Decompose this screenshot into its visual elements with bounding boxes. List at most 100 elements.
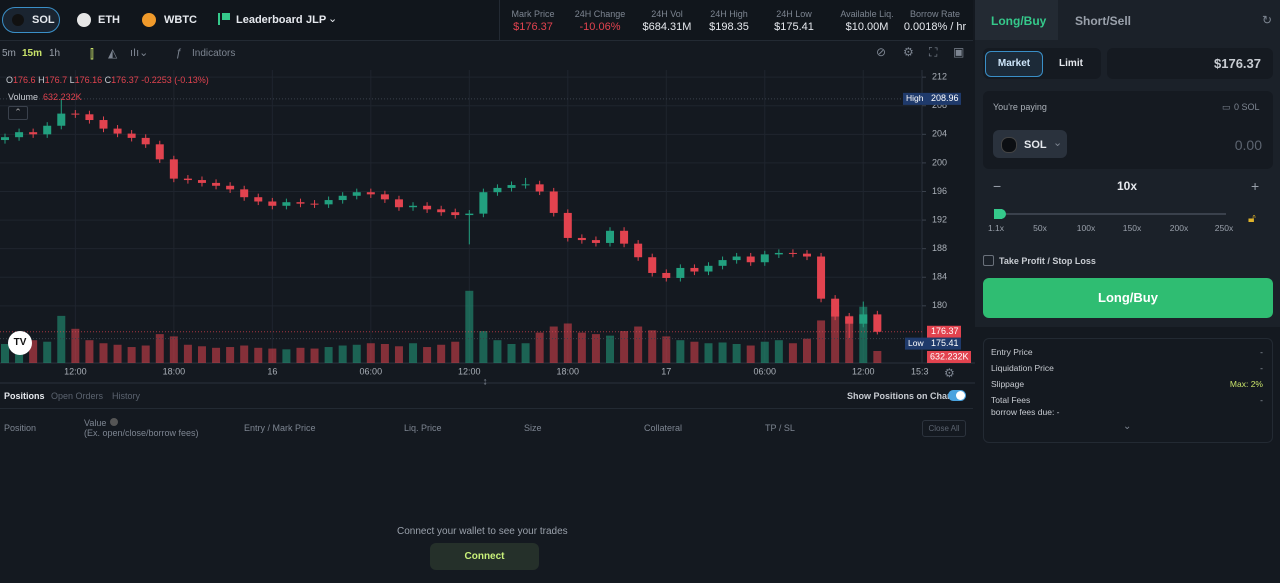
- volume-bar: [423, 347, 432, 363]
- lock-icon[interactable]: 🔓︎: [1248, 211, 1256, 225]
- candle-icon[interactable]: ⫿: [90, 47, 94, 61]
- candle-body: [409, 205, 418, 208]
- chart-tool-icon[interactable]: ⊘: [876, 45, 887, 59]
- balance: 0 SOL: [1234, 102, 1260, 112]
- volume-bar: [507, 344, 516, 363]
- token[interactable]: SOL: [1024, 139, 1047, 151]
- slider-thumb[interactable]: [996, 209, 1006, 219]
- side-tab[interactable]: Short/Sell: [1075, 14, 1132, 28]
- amount-input[interactable]: 0.00: [1234, 137, 1262, 153]
- volume-bar: [634, 326, 643, 363]
- high-value-box: [927, 92, 961, 105]
- candle-body: [296, 202, 305, 204]
- x-tick-label: 18:00: [163, 366, 186, 376]
- close-all-button[interactable]: Close All: [922, 420, 966, 437]
- settings-icon[interactable]: ⚙: [903, 45, 914, 59]
- pool-select[interactable]: JLP: [306, 14, 327, 26]
- volume-bar: [310, 348, 319, 363]
- divider: [0, 408, 973, 409]
- indicators-button[interactable]: Indicators: [192, 48, 236, 59]
- bars-icon[interactable]: ıIı⌄: [130, 47, 149, 59]
- volume-bar: [71, 328, 80, 363]
- connect-button[interactable]: Connect: [430, 543, 539, 570]
- candle-body: [366, 192, 375, 195]
- details-bg: [975, 327, 1280, 583]
- leverage-mark: 1.1x: [987, 223, 1005, 233]
- tp-sl-label: Take Profit / Stop Loss: [999, 256, 1096, 266]
- candle-body: [183, 178, 192, 181]
- volume-bar: [155, 334, 164, 363]
- volume-bar: [606, 335, 615, 363]
- candle-body: [774, 252, 783, 255]
- ohlc-value: 176.6: [13, 75, 36, 85]
- candle-body: [817, 256, 826, 299]
- low-tag: [905, 337, 927, 350]
- positions-tab[interactable]: Positions: [4, 391, 45, 401]
- expand-icon[interactable]: ⌄: [1123, 421, 1132, 432]
- axis-settings[interactable]: ⚙: [944, 366, 955, 380]
- leverage-plus[interactable]: +: [1251, 178, 1260, 194]
- candle-body: [802, 253, 811, 257]
- flag-icon: [218, 13, 230, 25]
- leverage-minus[interactable]: −: [993, 178, 1002, 194]
- market-tab[interactable]: ETH: [98, 14, 120, 26]
- tp-sl-checkbox[interactable]: [983, 255, 994, 266]
- candle-body: [465, 213, 474, 216]
- wallet-icon: ▭: [1222, 102, 1231, 112]
- candle-body: [676, 267, 685, 278]
- volume-bar: [254, 347, 263, 363]
- side-tab[interactable]: Long/Buy: [991, 14, 1047, 28]
- x-tick-label: 12:00: [852, 366, 875, 376]
- ohlc-key: O: [6, 75, 14, 85]
- toggle[interactable]: [948, 390, 966, 401]
- volume-bar: [141, 345, 150, 363]
- area-icon[interactable]: ◭: [108, 46, 118, 60]
- refresh-icon[interactable]: ↻: [1262, 13, 1273, 27]
- volume-bar: [788, 343, 797, 363]
- volume-bar: [296, 347, 305, 363]
- market-tab-active[interactable]: [2, 7, 60, 33]
- leaderboard-link[interactable]: Leaderboard: [236, 14, 303, 26]
- stat-value: $684.31M: [642, 21, 692, 33]
- candle-body: [240, 189, 249, 198]
- collapse-button[interactable]: ⌃: [8, 106, 28, 120]
- column-header: Entry / Mark Price: [244, 423, 316, 433]
- volume-bar: [29, 340, 38, 363]
- camera-icon[interactable]: ▣: [953, 45, 965, 59]
- volume-bar: [549, 326, 558, 363]
- order-type[interactable]: Limit: [1059, 58, 1083, 69]
- interval[interactable]: 15m: [22, 48, 43, 59]
- candle-body: [606, 230, 615, 243]
- market-tab[interactable]: SOL: [32, 14, 55, 26]
- last-price: 176.37: [931, 326, 959, 336]
- chevron: ⌄: [328, 13, 338, 25]
- order-type[interactable]: Market: [985, 51, 1043, 77]
- candle-body: [479, 192, 488, 214]
- fullscreen-icon[interactable]: ⛶: [929, 45, 938, 59]
- ohlc-key: C: [104, 75, 112, 85]
- volume-bar: [240, 345, 249, 363]
- stat-value: -10.06%: [579, 21, 621, 33]
- stat-value: 0.0018% / hr: [903, 21, 967, 33]
- volume-bar: [113, 344, 122, 363]
- sol-icon: [12, 14, 24, 26]
- volume-value: 632.232K: [930, 351, 969, 361]
- submit-button[interactable]: Long/Buy: [983, 278, 1273, 318]
- x-tick-label: 17: [661, 366, 671, 376]
- positions-tab[interactable]: History: [112, 391, 141, 401]
- volume-bar: [380, 344, 389, 363]
- interval[interactable]: 5m: [2, 48, 16, 59]
- column-header: Collateral: [644, 423, 683, 433]
- market-tab[interactable]: WBTC: [164, 14, 197, 26]
- candle-body: [155, 144, 164, 160]
- candle-body: [577, 237, 586, 241]
- interval[interactable]: 1h: [49, 48, 61, 59]
- candle-body: [127, 133, 136, 138]
- positions-tab[interactable]: Open Orders: [51, 391, 104, 401]
- ohlc-key: L: [69, 75, 75, 85]
- resize-handle[interactable]: ↕: [483, 377, 488, 388]
- y-tick-label: 196: [932, 186, 947, 196]
- column-header: TP / SL: [765, 423, 795, 433]
- candle-body: [380, 194, 389, 200]
- detail-value: Max: 2%: [1229, 379, 1263, 389]
